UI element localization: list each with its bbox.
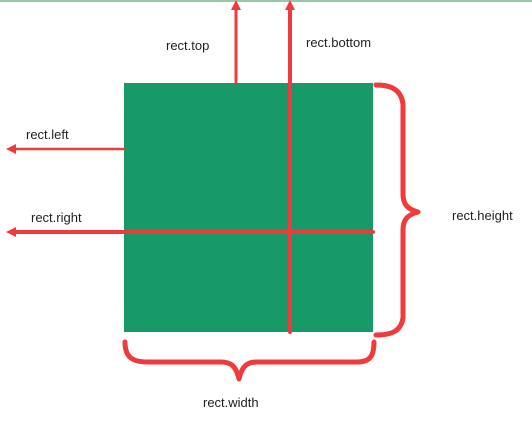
bottom-arrow-icon — [285, 0, 295, 10]
top-label: rect.top — [166, 38, 209, 53]
right-label: rect.right — [31, 210, 82, 225]
left-label: rect.left — [26, 127, 69, 142]
height-brace-icon — [373, 82, 421, 338]
width-label: rect.width — [203, 395, 259, 410]
height-label: rect.height — [452, 208, 513, 223]
bottom-label: rect.bottom — [306, 35, 371, 50]
width-brace-icon — [122, 339, 377, 382]
left-arrow-icon — [6, 144, 16, 154]
top-arrow-icon — [231, 0, 241, 10]
right-arrow-icon — [6, 227, 16, 237]
green-rectangle — [124, 83, 373, 332]
top-border — [0, 0, 532, 2]
